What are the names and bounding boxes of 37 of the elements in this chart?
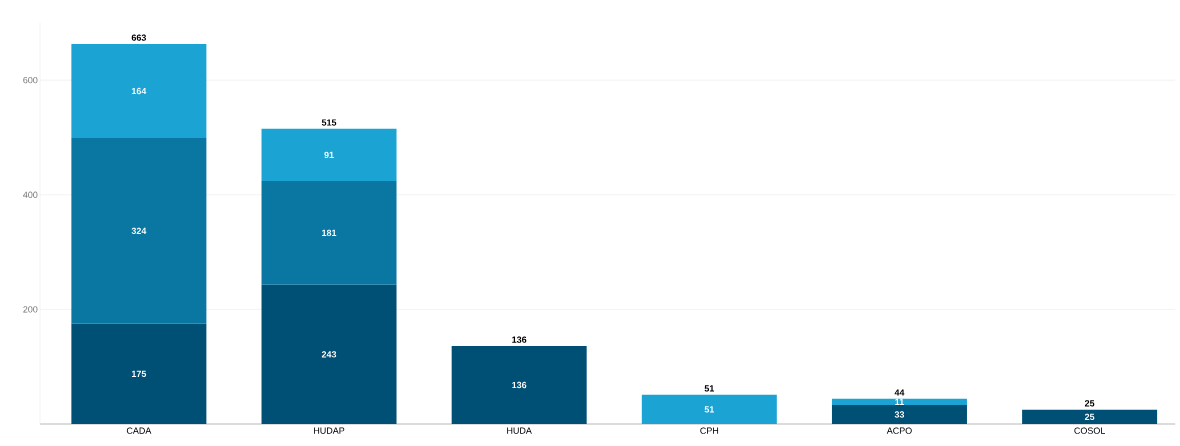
bar [71,44,207,139]
total-label: 136 [512,336,527,343]
bar [831,398,967,406]
data-label: 243 [321,351,337,358]
x-tick-label: HUDA [507,427,532,434]
y-tick-label: 200 [23,306,38,313]
data-label: 91 [324,151,334,159]
total-label: 44 [894,389,905,396]
x-tick-label: HUDAP [314,427,345,434]
data-label: 324 [131,227,147,235]
total-label: 663 [131,34,147,41]
bar [261,128,397,182]
y-tick-label: 600 [23,76,38,84]
x-tick-label: ACPO [886,427,912,434]
bar [71,138,207,324]
bar [641,394,777,424]
total-label: 515 [321,119,337,126]
y-tick-label: 400 [23,191,38,198]
data-label: 164 [131,87,147,95]
bar [831,405,967,424]
bar [261,181,397,285]
x-tick-label: CPH [700,427,719,434]
data-label: 181 [322,229,337,237]
x-tick-label: COSOL [1074,427,1105,434]
total-label: 25 [1084,400,1095,407]
data-label: 11 [895,398,904,406]
data-label: 136 [512,381,527,389]
data-label: 51 [704,406,715,413]
x-tick-label: CADA [126,427,152,434]
data-label: 25 [1084,413,1095,421]
data-label: 175 [131,370,147,377]
total-label: 51 [704,385,715,392]
data-label: 33 [894,411,905,418]
bar [71,323,207,424]
bar [1022,409,1158,424]
bar [451,346,587,424]
bar [261,284,397,424]
